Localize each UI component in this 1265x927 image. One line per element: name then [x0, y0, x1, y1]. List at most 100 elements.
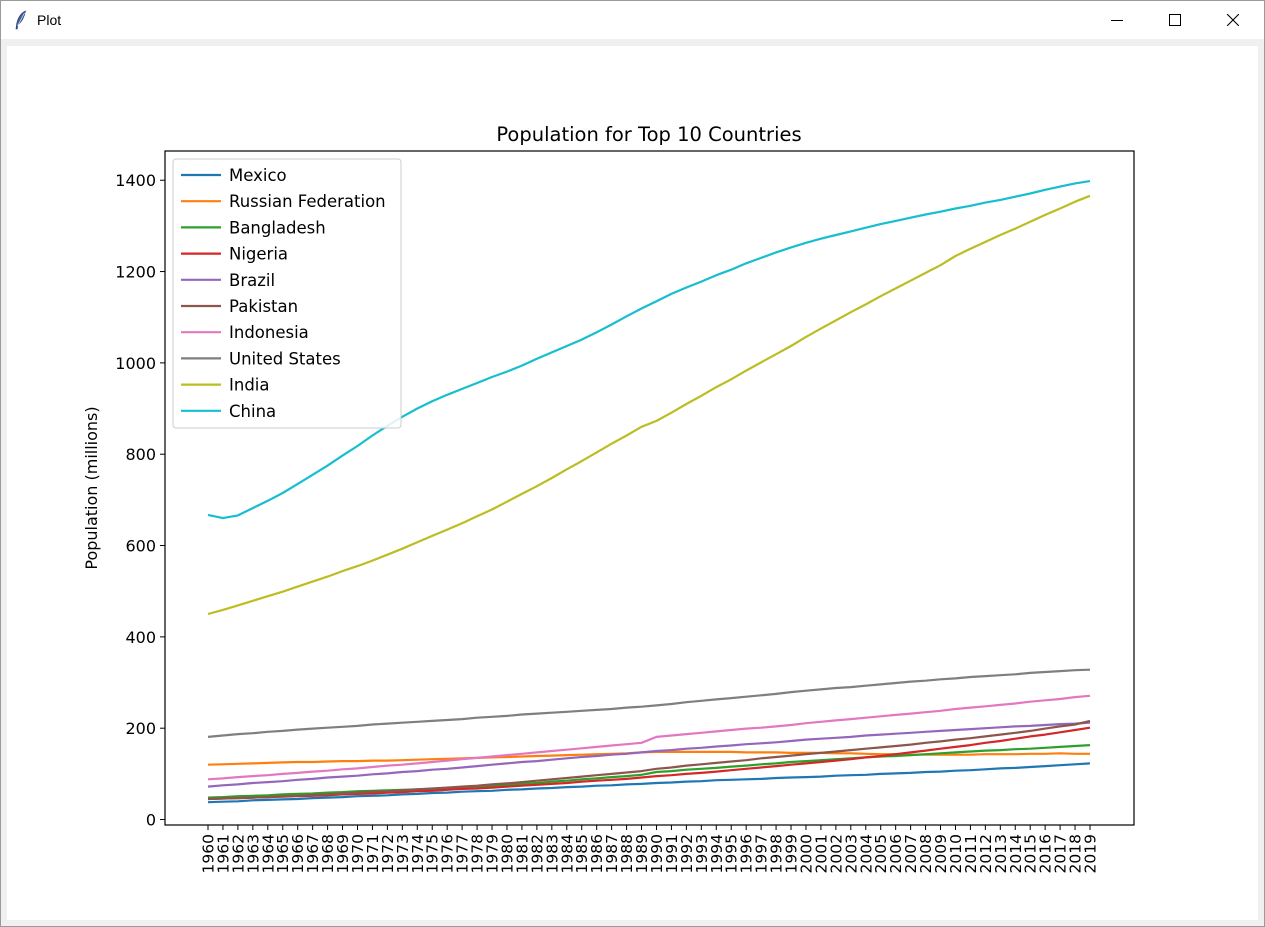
x-tick-label: 1980 [498, 834, 516, 873]
series-line-2 [207, 744, 1091, 799]
legend: Mexico Russian Federation Bangladesh Nigeri… [172, 158, 402, 429]
series-line-7 [207, 668, 1091, 738]
x-tick-label: 1997 [753, 834, 771, 873]
x-tick-label: 1978 [469, 834, 487, 873]
y-axis-label: Population (millions) [82, 406, 101, 569]
legend-box [172, 158, 402, 429]
x-tick-label: 1962 [229, 834, 247, 873]
x-tick-label: 1988 [618, 834, 636, 873]
x-tick-label: 2008 [917, 834, 935, 873]
maximize-icon [1169, 14, 1181, 26]
x-tick-label: 2004 [857, 834, 875, 873]
legend-label: Nigeria [229, 245, 288, 264]
series-lines [207, 180, 1091, 804]
series-line-5 [207, 719, 1091, 801]
y-tick-label: 1200 [115, 263, 156, 282]
y-tick-label: 1000 [115, 354, 156, 373]
maximize-button[interactable] [1146, 1, 1204, 39]
x-tick-label: 2009 [932, 834, 950, 873]
legend-label: Bangladesh [229, 218, 326, 237]
legend-label: Mexico [229, 166, 287, 185]
x-tick-label: 1974 [409, 834, 427, 873]
y-tick-label: 400 [125, 628, 156, 647]
plot-frame [164, 150, 1135, 826]
x-tick-label: 1992 [678, 834, 696, 873]
x-tick-label: 2016 [1037, 834, 1055, 873]
feather-icon [15, 10, 26, 30]
series-line-8 [207, 194, 1091, 616]
x-tick-label: 2006 [887, 834, 905, 873]
x-tick-label: 1970 [349, 834, 367, 873]
chart-title: Population for Top 10 Countries [496, 123, 801, 146]
series-line-3 [207, 726, 1091, 801]
x-tick-label: 2018 [1067, 834, 1085, 873]
x-tick-label: 1987 [603, 834, 621, 873]
x-tick-label: 2017 [1052, 834, 1070, 873]
x-tick-label: 2007 [902, 834, 920, 873]
y-tick-label: 1400 [115, 171, 156, 190]
plot-canvas: Population for Top 10 Countries Populati… [7, 46, 1258, 920]
series-line-9 [207, 180, 1091, 520]
title-bar[interactable]: Plot [1, 1, 1264, 39]
close-button[interactable] [1204, 1, 1262, 39]
x-tick-label: 1983 [543, 834, 561, 873]
x-tick-label: 1966 [289, 834, 307, 873]
x-tick-label: 1965 [274, 834, 292, 873]
x-tick-label: 1991 [663, 834, 681, 873]
minimize-icon [1111, 20, 1123, 21]
x-tick-label: 1968 [319, 834, 337, 873]
x-tick-label: 1961 [214, 834, 232, 873]
x-tick-label: 2000 [797, 834, 815, 873]
x-tick-label: 2011 [962, 834, 980, 873]
x-tick-label: 1960 [200, 834, 218, 873]
axes: 0200400600800100012001400196019611962196… [115, 150, 1135, 873]
x-tick-label: 1989 [633, 834, 651, 873]
x-tick-label: 2014 [1007, 834, 1025, 873]
x-tick-label: 1986 [588, 834, 606, 873]
x-tick-label: 1984 [558, 834, 576, 873]
x-tick-label: 2010 [947, 834, 965, 873]
x-tick-label: 1979 [484, 834, 502, 873]
window-title: Plot [37, 12, 62, 28]
x-tick-label: 1996 [738, 834, 756, 873]
x-tick-label: 2005 [872, 834, 890, 873]
x-tick-label: 2012 [977, 834, 995, 873]
x-tick-label: 1982 [528, 834, 546, 873]
y-tick-label: 800 [125, 445, 156, 464]
x-tick-label: 1969 [334, 834, 352, 873]
legend-label: Indonesia [229, 323, 309, 342]
x-tick-label: 1975 [424, 834, 442, 873]
x-tick-label: 1972 [379, 834, 397, 873]
series-line-6 [207, 694, 1091, 781]
x-tick-label: 1994 [708, 834, 726, 873]
x-tick-label: 1998 [768, 834, 786, 873]
x-tick-label: 1973 [394, 834, 412, 873]
x-tick-label: 1990 [648, 834, 666, 873]
x-tick-label: 1967 [304, 834, 322, 873]
x-tick-label: 1976 [439, 834, 457, 873]
x-tick-label: 2013 [992, 834, 1010, 873]
minimize-button[interactable] [1088, 1, 1146, 39]
x-tick-label: 1977 [454, 834, 472, 873]
line-chart: Population for Top 10 Countries Populati… [82, 123, 1135, 873]
x-tick-label: 1964 [259, 834, 277, 873]
x-tick-label: 2001 [812, 834, 830, 873]
x-tick-label: 2019 [1082, 834, 1100, 873]
x-tick-label: 1963 [244, 834, 262, 873]
close-icon [1227, 14, 1239, 26]
legend-label: Brazil [229, 271, 275, 290]
legend-label: United States [229, 349, 341, 368]
series-line-1 [207, 750, 1090, 766]
legend-label: Pakistan [229, 297, 298, 316]
y-tick-label: 600 [125, 537, 156, 556]
x-tick-label: 1971 [364, 834, 382, 873]
x-tick-label: 2015 [1022, 834, 1040, 873]
y-tick-label: 0 [146, 811, 156, 830]
series-line-4 [207, 721, 1091, 788]
legend-label: China [229, 402, 276, 421]
x-tick-label: 2003 [842, 834, 860, 873]
legend-label: India [229, 376, 270, 395]
x-tick-label: 2002 [827, 834, 845, 873]
x-tick-label: 1981 [513, 834, 531, 873]
